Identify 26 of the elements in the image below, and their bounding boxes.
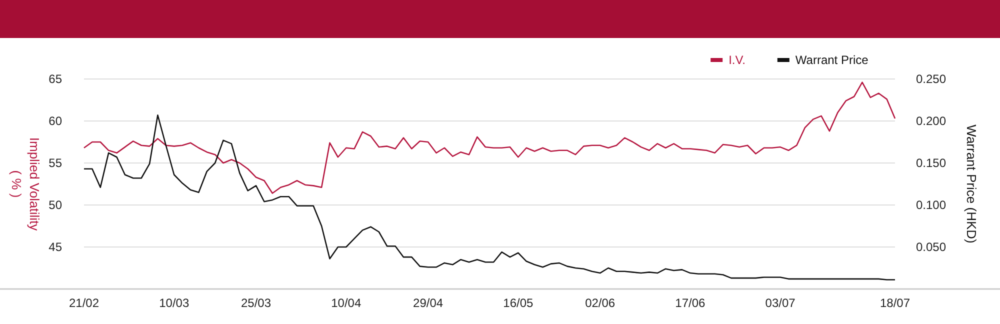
y2-tick-label: 0.150 — [916, 156, 946, 170]
y2-tick-label: 0.100 — [916, 198, 946, 212]
x-tick-label: 18/07 — [880, 296, 910, 310]
x-tick-label: 21/02 — [68, 296, 100, 310]
y2-tick-label: 0.200 — [916, 114, 946, 128]
x-tick-label: 10/04 — [331, 296, 362, 310]
y-tick-label: 45 — [48, 240, 62, 254]
y-tick-label: 55 — [48, 156, 62, 170]
line-series — [83, 114, 896, 280]
legend-label: Warrant Price — [795, 53, 869, 68]
x-tick-label: 25/03 — [241, 296, 272, 310]
x-tick-label: 03/07 — [765, 296, 796, 310]
x-tick-label: 17/06 — [675, 296, 706, 310]
y2-axis-title: Warrant Price (HKD) — [964, 124, 979, 244]
x-tick-label: 16/05 — [503, 296, 534, 310]
x-tick-label: 10/03 — [159, 296, 190, 310]
x-tick-label: 02/06 — [585, 296, 616, 310]
line-series — [83, 82, 896, 194]
y-tick-label: 65 — [48, 72, 62, 86]
y2-tick-label: 0.050 — [916, 240, 946, 254]
x-tick-label: 29/04 — [413, 296, 444, 310]
y-tick-label: 50 — [48, 198, 62, 212]
y2-tick-label: 0.250 — [916, 72, 946, 86]
y-tick-label: 60 — [48, 114, 62, 128]
y-axis-title: Implied Volatility ( % ) — [9, 137, 42, 232]
legend-label: I.V. — [728, 53, 746, 68]
